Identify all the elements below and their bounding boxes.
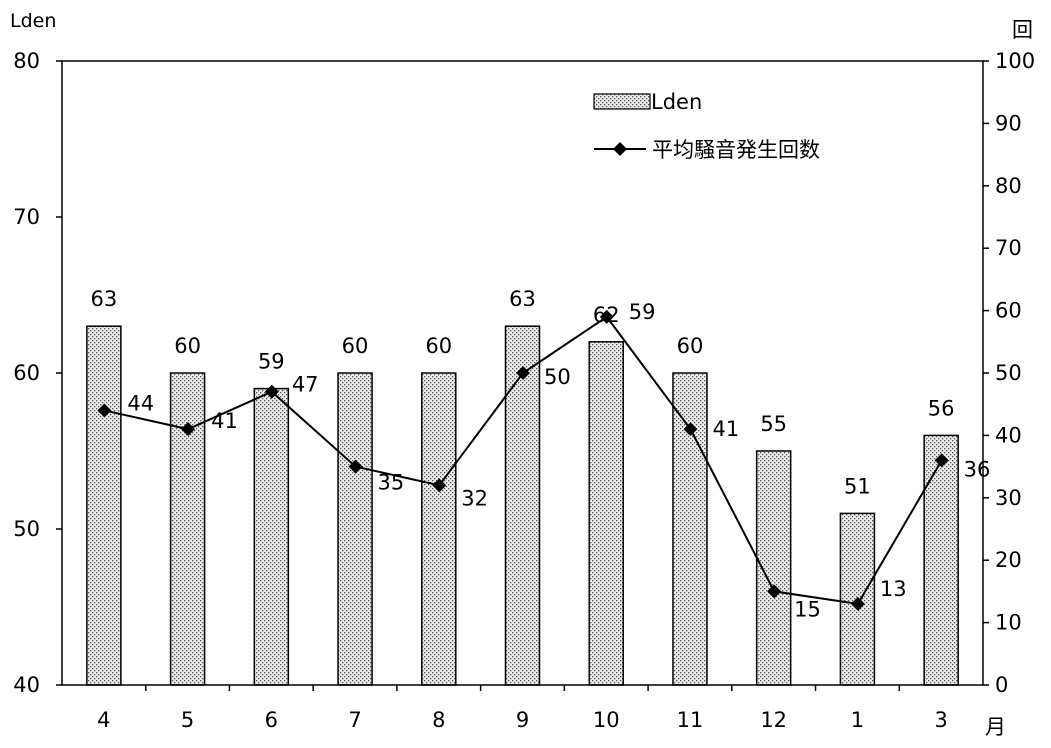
legend: Lden 平均騒音発生回数 (593, 90, 820, 162)
right-tick-label: 0 (995, 673, 1008, 697)
x-tick-label-5: 5 (181, 708, 194, 732)
line-value-label-8: 32 (461, 486, 488, 510)
right-tick-label: 100 (995, 49, 1035, 73)
line-marker-6 (264, 384, 279, 399)
bar-3 (923, 434, 959, 686)
legend-swatch-bar (593, 93, 651, 110)
y-axis-title-left: Lden (10, 10, 56, 32)
bar-4 (86, 325, 122, 686)
bar-9 (504, 325, 541, 686)
right-tick-label: 80 (995, 174, 1022, 198)
right-tick-label: 60 (995, 299, 1022, 323)
bar-value-label-10: 62 (593, 303, 620, 327)
line-marker-8 (432, 478, 447, 493)
x-tick-label-6: 6 (265, 708, 278, 732)
bar-value-label-7: 60 (342, 334, 369, 358)
legend-label-line: 平均騒音発生回数 (652, 138, 820, 162)
bar-7 (337, 372, 373, 686)
x-tick-label-12: 12 (760, 708, 787, 732)
y-axis-title-right: 回 (1012, 18, 1033, 42)
line-value-label-1: 13 (880, 577, 907, 601)
line-marker-1 (850, 596, 865, 611)
bar-value-label-9: 63 (509, 287, 536, 311)
bar-11 (672, 372, 708, 686)
right-tick-label: 70 (995, 236, 1022, 260)
bars-layer (86, 325, 959, 686)
right-tick-label: 90 (995, 111, 1022, 135)
line-value-label-7: 35 (378, 471, 405, 495)
left-tick-label: 60 (13, 361, 40, 385)
bar-value-label-4: 63 (90, 287, 117, 311)
x-tick-label-4: 4 (97, 708, 110, 732)
x-tick-label-9: 9 (516, 708, 529, 732)
legend-diamond-icon (613, 142, 627, 156)
legend-label-bar: Lden (651, 90, 702, 114)
bar-value-label-8: 60 (425, 334, 452, 358)
line-value-label-3: 36 (964, 457, 991, 481)
x-tick-label-3: 3 (934, 708, 947, 732)
bar-10 (588, 341, 624, 686)
bar-value-label-1: 51 (844, 474, 871, 498)
bar-value-label-12: 55 (760, 412, 787, 436)
line-layer (97, 309, 949, 611)
line-marker-3 (934, 453, 949, 468)
left-tick-label: 50 (13, 517, 40, 541)
line-value-label-4: 44 (127, 391, 154, 415)
line-marker-10 (599, 309, 614, 324)
x-tick-label-7: 7 (348, 708, 361, 732)
left-tick-label: 70 (13, 205, 40, 229)
line-value-label-9: 50 (544, 365, 571, 389)
right-tick-label: 20 (995, 548, 1022, 572)
bar-5 (169, 372, 206, 686)
line-marker-5 (181, 422, 196, 437)
line-marker-12 (767, 584, 782, 599)
right-tick-label: 10 (995, 611, 1022, 635)
left-tick-label: 80 (13, 49, 40, 73)
line-value-label-10: 59 (629, 300, 656, 324)
bar-value-label-3: 56 (928, 396, 955, 420)
bar-value-label-11: 60 (677, 334, 704, 358)
right-tick-label: 30 (995, 486, 1022, 510)
line-marker-4 (97, 403, 112, 418)
left-tick-label: 40 (13, 673, 40, 697)
bar-8 (421, 372, 457, 686)
x-tick-label-1: 1 (851, 708, 864, 732)
line-value-label-11: 41 (712, 417, 739, 441)
x-tick-label-10: 10 (593, 708, 620, 732)
x-axis-title: 月 (985, 715, 1006, 739)
line-marker-9 (516, 366, 530, 380)
line-value-label-6: 47 (292, 373, 319, 397)
right-tick-label: 40 (995, 423, 1022, 447)
line-marker-7 (348, 459, 363, 474)
line-value-label-12: 15 (794, 597, 821, 621)
bar-6 (253, 387, 290, 686)
bar-value-label-5: 60 (174, 334, 201, 358)
line-marker-11 (683, 422, 698, 437)
right-tick-label: 50 (995, 361, 1022, 385)
bar-value-label-6: 59 (258, 350, 285, 374)
frame-layer (56, 60, 989, 691)
x-tick-label-11: 11 (677, 708, 704, 732)
x-tick-label-8: 8 (432, 708, 445, 732)
line-value-label-5: 41 (211, 409, 238, 433)
